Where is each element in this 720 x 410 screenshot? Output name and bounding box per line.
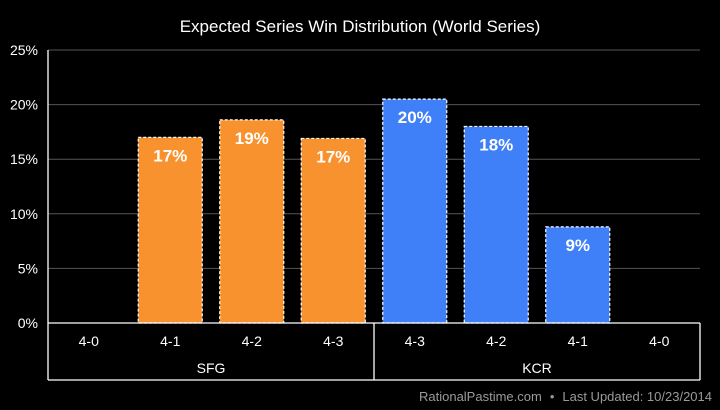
chart-title: Expected Series Win Distribution (World … xyxy=(180,17,541,36)
y-tick-label: 0% xyxy=(18,315,38,331)
y-tick-label: 10% xyxy=(10,206,38,222)
x-tick-label: 4-0 xyxy=(649,333,669,349)
footer-separator: • xyxy=(550,389,555,404)
x-tick-label: 4-2 xyxy=(486,333,506,349)
bars xyxy=(137,98,611,324)
bar-data-label: 9% xyxy=(565,236,590,255)
bar-data-label: 19% xyxy=(235,129,269,148)
group-label: KCR xyxy=(522,360,552,376)
footer-updated: Last Updated: 10/23/2014 xyxy=(562,389,712,404)
x-tick-label: 4-1 xyxy=(160,333,180,349)
y-tick-label: 5% xyxy=(18,260,38,276)
footer-source: RationalPastime.com xyxy=(419,389,542,404)
x-axis-ticks: 4-0 4-1 4-2 4-3 4-3 4-2 4-1 4-0 xyxy=(79,333,670,349)
y-tick-label: 15% xyxy=(10,151,38,167)
group-label: SFG xyxy=(197,360,226,376)
bar-data-label: 20% xyxy=(398,108,432,127)
y-axis-ticks: 0% 5% 10% 15% 20% 25% xyxy=(10,42,38,331)
x-tick-label: 4-2 xyxy=(242,333,262,349)
y-tick-label: 25% xyxy=(10,42,38,58)
bar xyxy=(463,125,529,324)
data-labels: 17% 19% 17% 20% 18% 9% xyxy=(153,108,590,255)
x-tick-label: 4-1 xyxy=(568,333,588,349)
bar-data-label: 17% xyxy=(153,146,187,165)
y-tick-label: 20% xyxy=(10,97,38,113)
bar xyxy=(219,119,285,324)
bar-data-label: 18% xyxy=(479,135,513,154)
footer-text: RationalPastime.com • Last Updated: 10/23/… xyxy=(419,389,712,404)
bar xyxy=(382,98,448,324)
bar xyxy=(545,226,611,324)
x-tick-label: 4-0 xyxy=(79,333,99,349)
bar-data-label: 17% xyxy=(316,147,350,166)
bar xyxy=(137,136,203,324)
x-tick-label: 4-3 xyxy=(323,333,343,349)
group-labels: SFG KCR xyxy=(197,323,552,380)
x-tick-label: 4-3 xyxy=(405,333,425,349)
